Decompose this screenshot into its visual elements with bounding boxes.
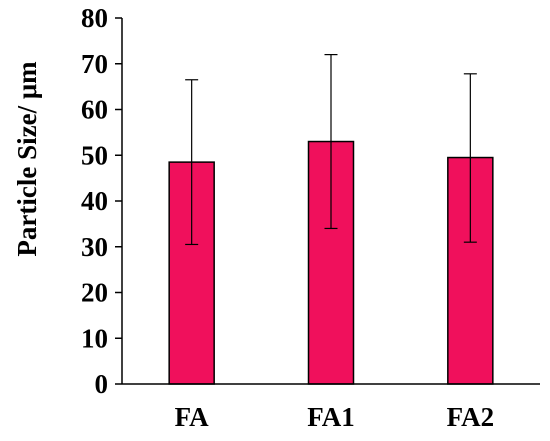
y-tick-label-60: 60 — [81, 95, 108, 125]
error-bar-fa1 — [324, 53, 338, 230]
y-tick-label-70: 70 — [81, 49, 108, 79]
y-tick-label-10: 10 — [81, 323, 108, 353]
y-tick-label-80: 80 — [81, 3, 108, 33]
error-bar-fa2 — [463, 73, 477, 243]
y-tick-label-0: 0 — [95, 369, 109, 399]
y-axis-title-group: Particle Size/ μm — [12, 61, 42, 257]
y-axis-title: Particle Size/ μm — [12, 61, 42, 257]
y-axis-ticks: 0 10 20 30 40 50 60 70 80 — [81, 3, 122, 399]
y-tick-label-50: 50 — [81, 140, 108, 170]
x-tick-label-fa2: FA2 — [447, 402, 495, 432]
x-tick-label-fa1: FA1 — [307, 402, 355, 432]
y-tick-label-30: 30 — [81, 232, 108, 262]
y-tick-label-40: 40 — [81, 186, 108, 216]
x-axis-labels: FA FA1 FA2 — [175, 402, 494, 432]
y-tick-label-20: 20 — [81, 278, 108, 308]
x-tick-label-fa: FA — [175, 402, 209, 432]
error-bar-fa — [185, 79, 199, 246]
error-bars — [185, 53, 477, 246]
